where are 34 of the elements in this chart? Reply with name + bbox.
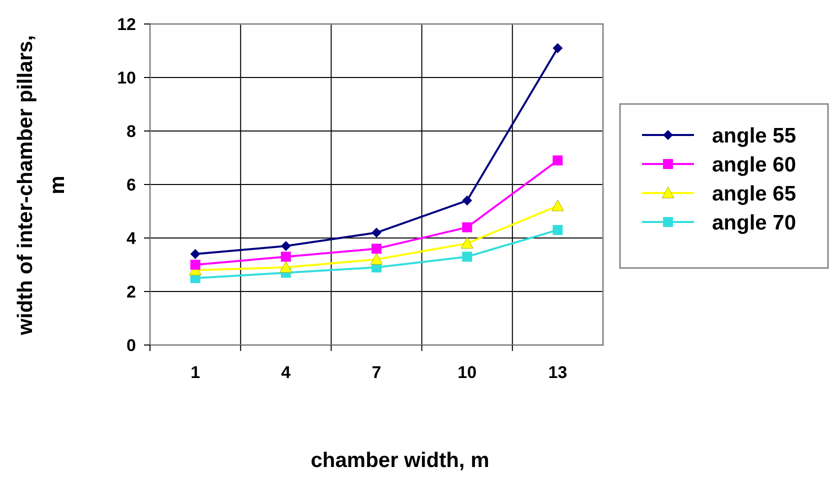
y-tick-label: 8 [126,122,136,141]
point [462,222,472,232]
point [551,200,564,212]
x-tick-label: 13 [548,363,568,382]
point [280,261,292,273]
x-tick-label: 1 [190,363,200,382]
point [190,260,200,270]
point [372,244,382,254]
y-tick-label: 4 [126,228,137,248]
point [370,253,383,265]
y-tick-label: 6 [126,175,136,194]
point [462,196,472,206]
x-tick-label: 10 [458,363,477,382]
y-tick-label: 2 [126,282,136,302]
point [552,224,563,235]
point [462,252,472,262]
legend-label: angle 65 [712,182,796,206]
x-tick-label: 7 [372,363,382,382]
legend-label: angle 55 [712,124,796,148]
point [280,241,291,252]
legend-label: angle 70 [712,211,796,234]
x-tick-label: 4 [281,363,292,382]
x-axis-title: chamber width, m [310,449,490,472]
y-tick-label: 0 [126,336,136,355]
point [280,252,291,262]
point [552,43,563,54]
point [552,155,563,166]
y-tick-label: 10 [117,68,136,88]
point [372,228,382,238]
y-tick-label: 12 [117,14,136,34]
point [190,249,200,260]
point [460,237,474,249]
y-axis-title: width of inter-chamber pillars, m [14,35,69,336]
legend-label: angle 60 [712,153,796,176]
